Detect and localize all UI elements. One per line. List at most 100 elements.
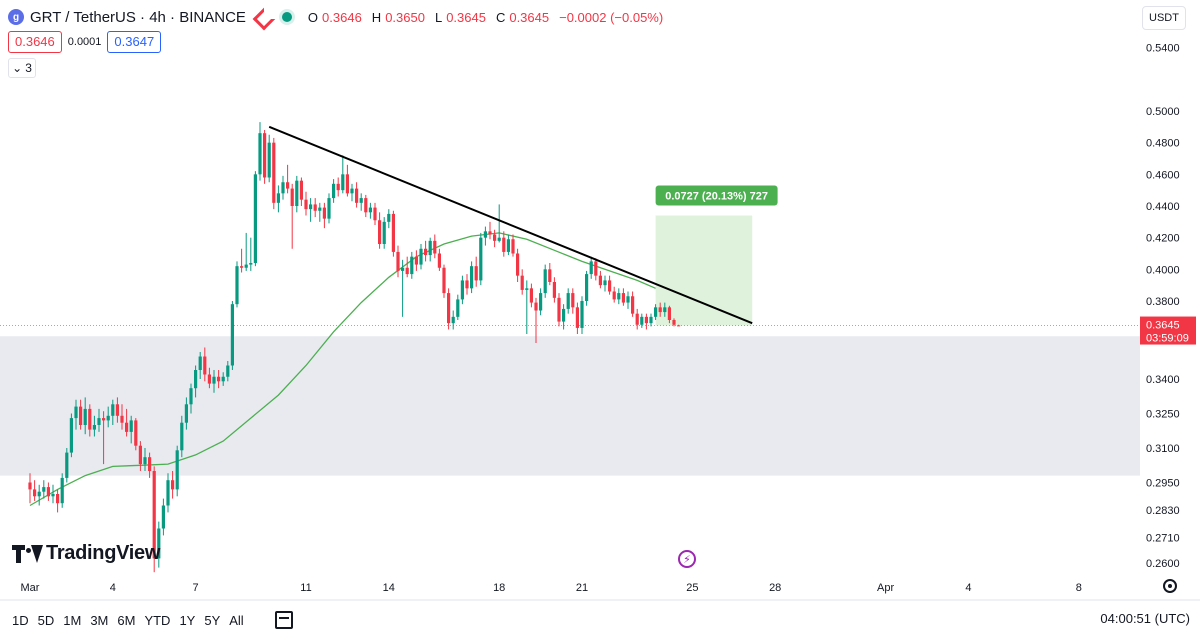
indicators-count: 3 [25, 61, 32, 75]
buy-price-button[interactable]: 0.3647 [107, 31, 162, 53]
candle-body [161, 505, 165, 529]
candle-body [456, 299, 460, 317]
timeframe-1m[interactable]: 1M [63, 612, 82, 628]
candle-body [345, 174, 349, 194]
candle-body [405, 267, 409, 275]
graph-token-icon[interactable]: g [8, 9, 24, 25]
y-tick-label: 0.4600 [1146, 169, 1180, 181]
candle-body [253, 174, 257, 263]
candle-body [212, 376, 216, 384]
candle-body [69, 418, 73, 453]
timeframe-all[interactable]: All [229, 612, 244, 628]
candle-body [74, 406, 78, 419]
y-tick-label: 0.2830 [1146, 505, 1180, 517]
candle-body [332, 183, 336, 199]
candle-body [355, 188, 359, 203]
candle-body [552, 282, 556, 298]
candle-body [134, 420, 138, 446]
market-status-icon[interactable] [281, 12, 292, 22]
timeframe-1d[interactable]: 1D [12, 612, 29, 628]
utc-clock[interactable]: 04:00:51 (UTC) [1100, 611, 1190, 626]
x-tick-label: 14 [383, 582, 395, 594]
candle-body [649, 316, 653, 324]
candle-body [428, 240, 432, 256]
candle-body [497, 237, 501, 241]
candle-body [447, 293, 451, 324]
candle-body [295, 180, 299, 206]
candle-body [267, 142, 271, 178]
candle-body [520, 275, 524, 290]
candle-body [42, 487, 46, 492]
current-price-text: 0.3645 [1146, 320, 1180, 332]
candle-body [138, 445, 142, 465]
candle-body [511, 239, 515, 254]
ohlc-low-key: L [434, 9, 443, 25]
x-tick-label: 21 [576, 582, 588, 594]
x-tick-label: Apr [877, 582, 894, 594]
y-tick-label: 0.3800 [1146, 296, 1180, 308]
trendline [268, 125, 753, 325]
candle-body [198, 356, 202, 370]
indicators-toggle-button[interactable]: ⌄ 3 [8, 58, 36, 78]
candle-body [585, 274, 589, 301]
candle-body [644, 316, 648, 324]
candle-body [65, 452, 69, 478]
candle-body [589, 261, 593, 275]
y-tick-label: 0.4800 [1146, 138, 1180, 150]
timeframe-1y[interactable]: 1Y [179, 612, 196, 628]
candle-body [28, 482, 32, 490]
y-tick-label: 0.2600 [1146, 558, 1180, 570]
candle-body [143, 457, 147, 465]
candle-body [299, 180, 303, 200]
candle-body [603, 280, 607, 286]
tradingview-logo-icon [12, 544, 43, 563]
candle-body [166, 480, 170, 506]
symbol-title[interactable]: GRT / TetherUS · 4h · BINANCE [30, 8, 246, 26]
candle-body [608, 280, 612, 292]
candle-body [410, 256, 414, 275]
timeframe-5d[interactable]: 5D [37, 612, 55, 628]
candle-body [313, 204, 317, 211]
timeframe-6m[interactable]: 6M [117, 612, 136, 628]
flag-icon[interactable] [256, 11, 268, 23]
candle-body [102, 418, 106, 421]
candle-body [120, 415, 124, 423]
candle-body [460, 280, 464, 300]
sell-price-button[interactable]: 0.3646 [8, 31, 62, 53]
candle-body [318, 207, 322, 211]
candle-body [46, 487, 50, 497]
lightning-icon[interactable]: ⚡ [678, 550, 696, 568]
candle-body [157, 528, 161, 559]
candle-body [493, 234, 497, 241]
candle-body [663, 307, 667, 313]
x-tick-label: 25 [686, 582, 698, 594]
candle-body [226, 365, 230, 377]
currency-button[interactable]: USDT [1142, 6, 1186, 30]
candle-body [677, 325, 681, 327]
timeframe-ytd[interactable]: YTD [144, 612, 171, 628]
candle-body [391, 213, 395, 252]
gear-icon[interactable] [1163, 579, 1177, 593]
timeframe-5y[interactable]: 5Y [204, 612, 221, 628]
tradingview-logo[interactable]: TradingView [12, 542, 160, 565]
candle-body [322, 207, 326, 219]
candle-body [115, 404, 119, 416]
timeframe-3m[interactable]: 3M [90, 612, 109, 628]
x-tick-label: 4 [110, 582, 116, 594]
candle-body [240, 266, 244, 268]
x-tick-label: Mar [21, 582, 40, 594]
countdown-text: 03:59:09 [1146, 333, 1189, 345]
candle-body [506, 239, 510, 252]
candle-body [37, 491, 41, 497]
candle-body [230, 304, 234, 366]
chart-header: g GRT / TetherUS · 4h · BINANCE O 0.3646 … [8, 6, 669, 28]
candle-body [631, 296, 635, 314]
candle-body [667, 307, 671, 320]
candle-body [88, 408, 92, 430]
calendar-range-icon[interactable] [274, 611, 293, 629]
candle-body [97, 418, 101, 425]
candle-body [433, 240, 437, 254]
y-tick-label: 0.3250 [1146, 409, 1180, 421]
candle-body [548, 269, 552, 282]
